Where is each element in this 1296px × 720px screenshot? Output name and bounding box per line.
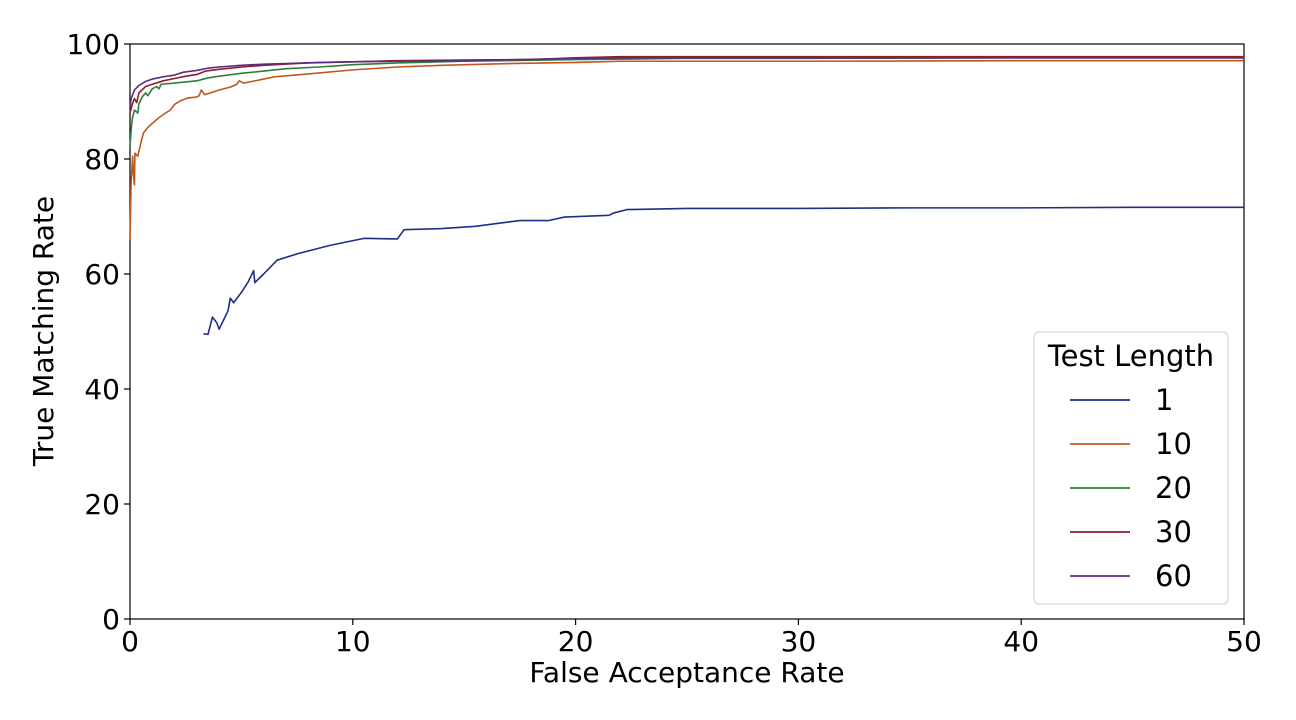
x-tick-label: 50 [1226, 625, 1262, 658]
series-line-30 [129, 55, 1244, 114]
x-axis-label: False Acceptance Rate [529, 656, 844, 689]
legend-entries: 1 10 20 30 60 [1070, 383, 1192, 593]
y-axis-label: True Matching Rate [27, 196, 60, 467]
legend: Test Length 1 10 20 30 60 [1033, 331, 1229, 605]
series-layer [129, 55, 1244, 336]
x-tick-label: 10 [335, 625, 371, 658]
plot-area [129, 43, 1245, 620]
y-tick-label: 60 [84, 258, 120, 291]
y-tick-label: 40 [84, 373, 120, 406]
legend-label-10: 10 [1155, 427, 1192, 461]
legend-label-1: 1 [1155, 383, 1173, 417]
legend-label-20: 20 [1155, 471, 1192, 505]
x-tick-label: 20 [558, 625, 594, 658]
x-axis-ticks: 0 10 20 30 40 50 [121, 619, 1262, 658]
y-tick-label: 100 [67, 28, 120, 61]
legend-label-30: 30 [1155, 515, 1192, 549]
y-tick-label: 0 [102, 603, 120, 636]
x-tick-label: 40 [1003, 625, 1039, 658]
y-axis-ticks: 0 20 40 60 80 100 [67, 28, 130, 636]
x-tick-label: 0 [121, 625, 139, 658]
series-line-20 [129, 57, 1244, 148]
legend-title: Test Length [1047, 339, 1214, 373]
series-line-1 [203, 206, 1244, 336]
legend-label-60: 60 [1155, 559, 1192, 593]
y-tick-label: 20 [84, 488, 120, 521]
series-line-60 [129, 57, 1244, 108]
plot-frame [129, 43, 1245, 620]
y-tick-label: 80 [84, 143, 120, 176]
series-line-10 [129, 59, 1244, 240]
x-tick-label: 30 [781, 625, 817, 658]
